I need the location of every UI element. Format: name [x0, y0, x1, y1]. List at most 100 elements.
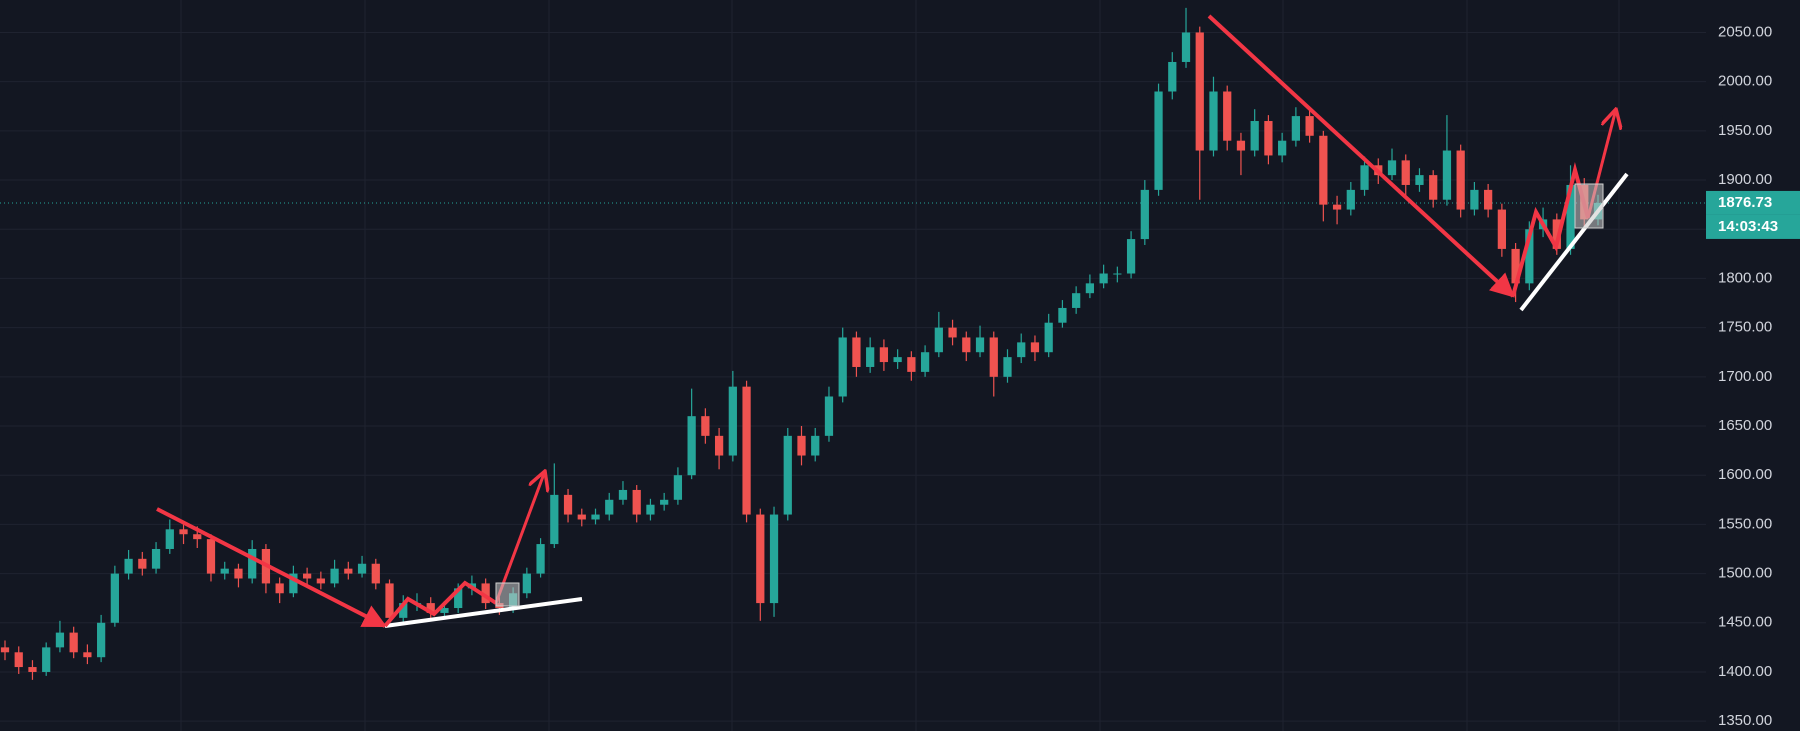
candle-body — [399, 603, 408, 618]
countdown-label: 14:03:43 — [1718, 218, 1778, 235]
candle-body — [1511, 248, 1520, 284]
y-tick-label: 1900.00 — [1718, 171, 1772, 188]
candle-body — [1044, 322, 1053, 353]
candle-body — [769, 514, 779, 604]
y-tick-label: 1350.00 — [1718, 712, 1772, 729]
candle-body — [1387, 160, 1397, 176]
candle-body — [1278, 140, 1287, 156]
candle-body — [1264, 121, 1273, 156]
drawings — [156, 14, 1629, 628]
candle-body — [1456, 150, 1465, 210]
candle-body — [1140, 189, 1149, 240]
candle-body — [1525, 229, 1534, 284]
candle-body — [605, 499, 614, 515]
last-price-label: 1876.73 — [1718, 194, 1772, 211]
candle-body — [454, 588, 463, 609]
candle-body — [1401, 160, 1410, 185]
zone-box — [495, 582, 520, 607]
candle-body — [1058, 307, 1067, 323]
y-tick-label: 1650.00 — [1718, 417, 1772, 434]
candle-body — [1250, 121, 1259, 151]
candle-body — [522, 573, 531, 594]
candle-body — [907, 357, 916, 372]
candle-body — [481, 583, 490, 604]
candle-body — [1223, 91, 1232, 141]
candle-body — [55, 632, 65, 648]
candle-body — [1072, 293, 1081, 308]
y-tick-label: 1800.00 — [1718, 269, 1772, 286]
candle-body — [316, 578, 325, 584]
support-line — [384, 597, 583, 628]
candle-body — [577, 514, 586, 520]
time-grid — [180, 0, 1620, 731]
candle-body — [1099, 273, 1108, 284]
candle-body — [1017, 342, 1026, 358]
candle-body — [1236, 140, 1246, 151]
candle-body — [550, 494, 559, 545]
candle-body — [165, 529, 174, 549]
candle-body — [975, 337, 985, 353]
candle-body — [110, 573, 119, 623]
candle-body — [69, 632, 78, 653]
candle-body — [1154, 91, 1163, 190]
y-tick-label: 1750.00 — [1718, 319, 1772, 336]
candle-body — [1209, 91, 1218, 151]
candle-body — [1113, 273, 1122, 275]
candle-body — [0, 647, 10, 653]
candle-body — [330, 568, 339, 584]
candle-body — [591, 514, 600, 520]
candle-body — [97, 622, 106, 658]
y-tick-label: 1700.00 — [1718, 368, 1772, 385]
candle-body — [193, 534, 202, 540]
candle-body — [632, 489, 641, 515]
last-price-box — [1706, 190, 1800, 215]
candle-body — [151, 548, 161, 569]
candle-body — [385, 583, 394, 618]
candle-body — [1497, 209, 1506, 249]
candle-body — [701, 416, 710, 436]
candle-body — [1332, 204, 1342, 210]
candle-body — [646, 504, 655, 515]
candle-body — [1126, 239, 1136, 274]
candle-body — [344, 568, 353, 574]
candle-body — [866, 347, 875, 367]
candle-body — [426, 603, 435, 613]
trend-arrow — [156, 507, 388, 628]
candle-body — [138, 558, 147, 569]
candles — [0, 7, 1603, 680]
candle-body — [948, 327, 957, 338]
candle-body — [124, 558, 133, 574]
candle-body — [206, 539, 216, 574]
candle-body — [728, 386, 737, 456]
candle-body — [1360, 165, 1369, 190]
candle-body — [879, 347, 889, 363]
candle-body — [824, 396, 834, 436]
candle-body — [1168, 61, 1177, 92]
candle-body — [1566, 184, 1575, 249]
y-tick-label: 1950.00 — [1718, 122, 1772, 139]
candle-body — [962, 337, 971, 353]
y-tick-label: 1450.00 — [1718, 614, 1772, 631]
candle-body — [536, 544, 545, 574]
zone-box — [1574, 183, 1604, 229]
candle-body — [1085, 283, 1095, 294]
countdown-box — [1706, 214, 1800, 239]
candle-body — [371, 563, 380, 584]
candle-body — [1429, 175, 1438, 200]
y-tick-label: 2000.00 — [1718, 73, 1772, 90]
candle-body — [934, 327, 943, 353]
y-tick-label: 2050.00 — [1718, 23, 1772, 40]
candle-body — [28, 667, 37, 672]
candle-body — [1291, 116, 1300, 141]
support-line — [1519, 172, 1629, 312]
candle-body — [1319, 135, 1328, 205]
candle-body — [893, 357, 902, 363]
candle-body — [673, 475, 683, 500]
candle-body — [811, 435, 820, 456]
candle-body — [83, 652, 92, 658]
candle-body — [220, 568, 229, 574]
candle-body — [1346, 189, 1355, 210]
y-tick-label: 1400.00 — [1718, 663, 1772, 680]
candle-body — [989, 337, 998, 377]
